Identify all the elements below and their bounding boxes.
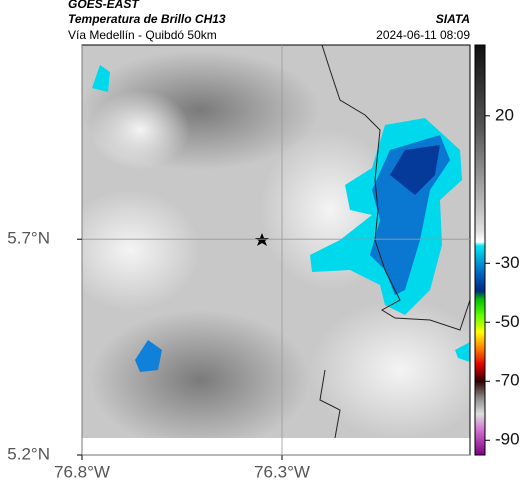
x-tick-label: 76.3°W: [254, 462, 310, 481]
x-tick-label: 76.8°W: [54, 462, 110, 481]
org: SIATA: [436, 12, 470, 26]
y-tick-label: 5.2°N: [7, 444, 50, 463]
title: Temperatura de Brillo CH13: [68, 12, 226, 26]
source: GOES-EAST: [68, 0, 140, 11]
colorbar-tick-label: -30: [495, 253, 520, 272]
colorbar-tick-label: -70: [495, 371, 520, 390]
colorbar-tick-label: 20: [495, 105, 514, 124]
y-tick-label: 5.7°N: [7, 229, 50, 248]
colorbar: [474, 44, 486, 456]
subtitle: Vía Medellín - Quibdó 50km: [68, 28, 217, 42]
colorbar-tick-label: -50: [495, 312, 520, 331]
map-field: [82, 45, 470, 438]
datetime: 2024-06-11 08:09: [376, 28, 470, 42]
colorbar-tick-label: -90: [495, 430, 520, 449]
